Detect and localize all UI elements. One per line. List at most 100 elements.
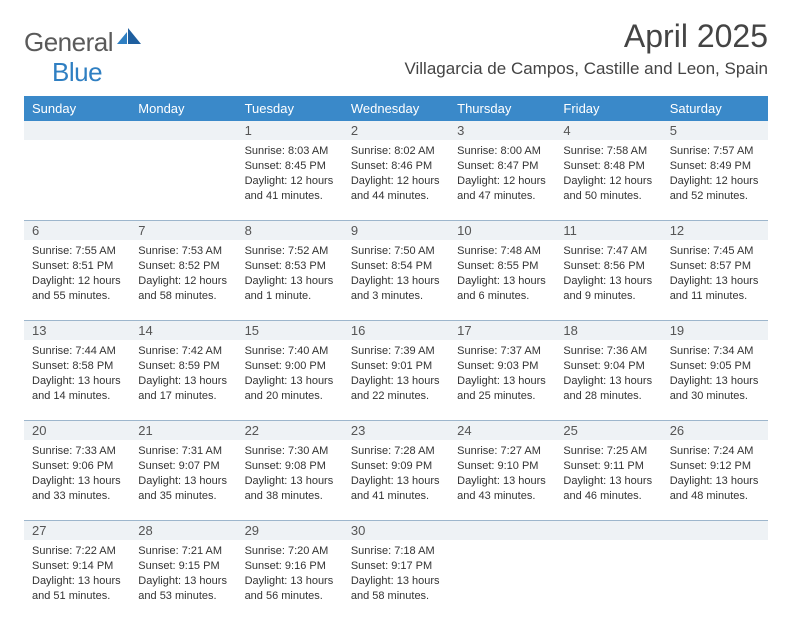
day-cell (449, 540, 555, 620)
day-content-row: Sunrise: 8:03 AMSunset: 8:45 PMDaylight:… (24, 140, 768, 221)
brand-text-general: General (24, 27, 113, 58)
location-subtitle: Villagarcia de Campos, Castille and Leon… (404, 59, 768, 79)
day-cell: Sunrise: 7:27 AMSunset: 9:10 PMDaylight:… (449, 440, 555, 521)
day-cell: Sunrise: 7:40 AMSunset: 9:00 PMDaylight:… (237, 340, 343, 421)
day-details: Sunrise: 7:53 AMSunset: 8:52 PMDaylight:… (130, 240, 236, 309)
day-cell: Sunrise: 7:28 AMSunset: 9:09 PMDaylight:… (343, 440, 449, 521)
day-details: Sunrise: 7:18 AMSunset: 9:17 PMDaylight:… (343, 540, 449, 609)
day-cell (130, 140, 236, 221)
day-details: Sunrise: 7:37 AMSunset: 9:03 PMDaylight:… (449, 340, 555, 409)
day-number-cell (130, 121, 236, 140)
brand-logo: General (24, 18, 143, 59)
day-number-cell: 21 (130, 421, 236, 441)
day-cell: Sunrise: 7:45 AMSunset: 8:57 PMDaylight:… (662, 240, 768, 321)
day-details: Sunrise: 7:25 AMSunset: 9:11 PMDaylight:… (555, 440, 661, 509)
calendar-header-row: Sunday Monday Tuesday Wednesday Thursday… (24, 96, 768, 121)
day-details: Sunrise: 7:42 AMSunset: 8:59 PMDaylight:… (130, 340, 236, 409)
day-number-cell: 26 (662, 421, 768, 441)
day-number-cell: 22 (237, 421, 343, 441)
day-number-cell: 11 (555, 221, 661, 241)
day-cell (24, 140, 130, 221)
brand-text-blue: Blue (52, 57, 102, 87)
day-number-cell: 28 (130, 521, 236, 541)
day-number-cell: 1 (237, 121, 343, 140)
day-number-cell (449, 521, 555, 541)
day-header: Thursday (449, 96, 555, 121)
day-number-cell: 24 (449, 421, 555, 441)
day-number-cell: 6 (24, 221, 130, 241)
day-number-cell: 2 (343, 121, 449, 140)
day-cell: Sunrise: 7:50 AMSunset: 8:54 PMDaylight:… (343, 240, 449, 321)
brand-mark-icon (117, 26, 141, 49)
day-details: Sunrise: 7:44 AMSunset: 8:58 PMDaylight:… (24, 340, 130, 409)
day-number-cell: 5 (662, 121, 768, 140)
day-details: Sunrise: 7:27 AMSunset: 9:10 PMDaylight:… (449, 440, 555, 509)
day-number-cell: 12 (662, 221, 768, 241)
day-details: Sunrise: 7:40 AMSunset: 9:00 PMDaylight:… (237, 340, 343, 409)
day-number-cell: 27 (24, 521, 130, 541)
day-details: Sunrise: 7:50 AMSunset: 8:54 PMDaylight:… (343, 240, 449, 309)
day-cell: Sunrise: 7:18 AMSunset: 9:17 PMDaylight:… (343, 540, 449, 620)
day-cell: Sunrise: 7:39 AMSunset: 9:01 PMDaylight:… (343, 340, 449, 421)
day-details: Sunrise: 7:22 AMSunset: 9:14 PMDaylight:… (24, 540, 130, 609)
day-cell: Sunrise: 8:00 AMSunset: 8:47 PMDaylight:… (449, 140, 555, 221)
day-cell: Sunrise: 7:44 AMSunset: 8:58 PMDaylight:… (24, 340, 130, 421)
day-details: Sunrise: 7:20 AMSunset: 9:16 PMDaylight:… (237, 540, 343, 609)
day-cell: Sunrise: 7:20 AMSunset: 9:16 PMDaylight:… (237, 540, 343, 620)
day-details: Sunrise: 7:21 AMSunset: 9:15 PMDaylight:… (130, 540, 236, 609)
day-cell: Sunrise: 7:37 AMSunset: 9:03 PMDaylight:… (449, 340, 555, 421)
day-cell: Sunrise: 7:48 AMSunset: 8:55 PMDaylight:… (449, 240, 555, 321)
day-number-cell: 4 (555, 121, 661, 140)
day-number-cell: 14 (130, 321, 236, 341)
day-number-row: 6789101112 (24, 221, 768, 241)
day-number-cell: 20 (24, 421, 130, 441)
day-cell: Sunrise: 7:47 AMSunset: 8:56 PMDaylight:… (555, 240, 661, 321)
day-details: Sunrise: 7:24 AMSunset: 9:12 PMDaylight:… (662, 440, 768, 509)
day-cell (555, 540, 661, 620)
day-details: Sunrise: 7:30 AMSunset: 9:08 PMDaylight:… (237, 440, 343, 509)
day-details: Sunrise: 7:36 AMSunset: 9:04 PMDaylight:… (555, 340, 661, 409)
day-header: Wednesday (343, 96, 449, 121)
day-details: Sunrise: 7:57 AMSunset: 8:49 PMDaylight:… (662, 140, 768, 209)
day-cell: Sunrise: 7:52 AMSunset: 8:53 PMDaylight:… (237, 240, 343, 321)
day-cell: Sunrise: 7:31 AMSunset: 9:07 PMDaylight:… (130, 440, 236, 521)
day-content-row: Sunrise: 7:44 AMSunset: 8:58 PMDaylight:… (24, 340, 768, 421)
day-details: Sunrise: 7:33 AMSunset: 9:06 PMDaylight:… (24, 440, 130, 509)
day-details: Sunrise: 7:52 AMSunset: 8:53 PMDaylight:… (237, 240, 343, 309)
day-details: Sunrise: 8:02 AMSunset: 8:46 PMDaylight:… (343, 140, 449, 209)
calendar-table: Sunday Monday Tuesday Wednesday Thursday… (24, 96, 768, 620)
day-number-cell: 13 (24, 321, 130, 341)
day-header: Sunday (24, 96, 130, 121)
day-number-cell (662, 521, 768, 541)
day-number-cell: 25 (555, 421, 661, 441)
day-details: Sunrise: 7:31 AMSunset: 9:07 PMDaylight:… (130, 440, 236, 509)
day-details: Sunrise: 7:47 AMSunset: 8:56 PMDaylight:… (555, 240, 661, 309)
day-header: Tuesday (237, 96, 343, 121)
day-details: Sunrise: 7:48 AMSunset: 8:55 PMDaylight:… (449, 240, 555, 309)
day-cell: Sunrise: 7:25 AMSunset: 9:11 PMDaylight:… (555, 440, 661, 521)
day-cell: Sunrise: 8:02 AMSunset: 8:46 PMDaylight:… (343, 140, 449, 221)
day-details: Sunrise: 7:28 AMSunset: 9:09 PMDaylight:… (343, 440, 449, 509)
header: General April 2025 Villagarcia de Campos… (24, 18, 768, 79)
day-cell (662, 540, 768, 620)
title-block: April 2025 Villagarcia de Campos, Castil… (404, 18, 768, 79)
day-details: Sunrise: 7:58 AMSunset: 8:48 PMDaylight:… (555, 140, 661, 209)
page-title: April 2025 (404, 18, 768, 55)
day-cell: Sunrise: 7:55 AMSunset: 8:51 PMDaylight:… (24, 240, 130, 321)
day-number-row: 12345 (24, 121, 768, 140)
day-header: Monday (130, 96, 236, 121)
day-details: Sunrise: 7:55 AMSunset: 8:51 PMDaylight:… (24, 240, 130, 309)
day-cell: Sunrise: 7:36 AMSunset: 9:04 PMDaylight:… (555, 340, 661, 421)
day-number-cell: 15 (237, 321, 343, 341)
day-details: Sunrise: 8:00 AMSunset: 8:47 PMDaylight:… (449, 140, 555, 209)
day-details: Sunrise: 7:45 AMSunset: 8:57 PMDaylight:… (662, 240, 768, 309)
day-number-cell (24, 121, 130, 140)
day-number-cell: 29 (237, 521, 343, 541)
day-details: Sunrise: 8:03 AMSunset: 8:45 PMDaylight:… (237, 140, 343, 209)
day-number-cell: 10 (449, 221, 555, 241)
day-number-cell: 16 (343, 321, 449, 341)
day-content-row: Sunrise: 7:55 AMSunset: 8:51 PMDaylight:… (24, 240, 768, 321)
day-cell: Sunrise: 7:58 AMSunset: 8:48 PMDaylight:… (555, 140, 661, 221)
day-cell: Sunrise: 7:30 AMSunset: 9:08 PMDaylight:… (237, 440, 343, 521)
day-number-row: 20212223242526 (24, 421, 768, 441)
